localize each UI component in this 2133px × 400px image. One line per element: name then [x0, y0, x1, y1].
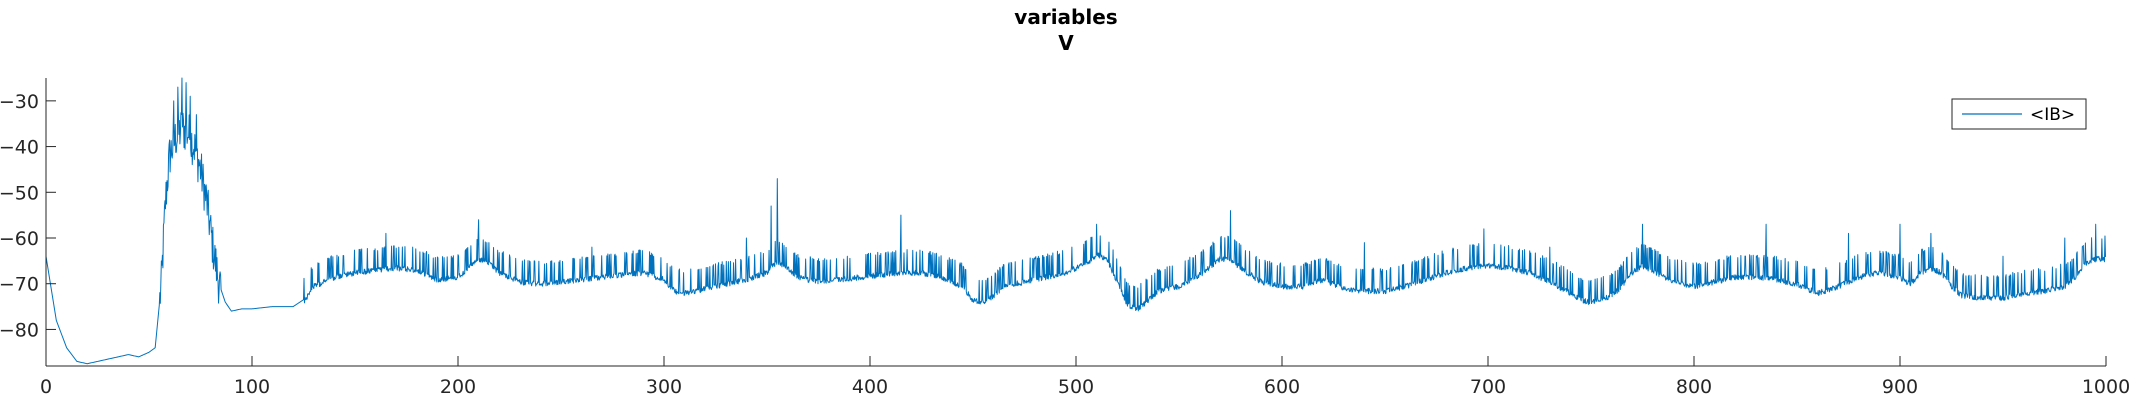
plot-background [46, 78, 2106, 366]
y-tick-label: −70 [0, 274, 39, 296]
y-tick-label: −80 [0, 319, 39, 341]
y-tick-label: −50 [0, 182, 39, 204]
x-tick-label: 0 [40, 376, 52, 398]
series-line [45, 77, 2107, 365]
x-tick-label: 500 [1058, 376, 1094, 398]
legend[interactable]: <IB> [1951, 98, 2087, 130]
x-tick-label: 600 [1264, 376, 1300, 398]
x-tick-label: 200 [440, 376, 476, 398]
x-tick-label: 800 [1676, 376, 1712, 398]
series-layer [45, 77, 2107, 365]
x-tick-label: 700 [1470, 376, 1506, 398]
y-tick-label: −40 [0, 137, 39, 159]
x-tick-label: 1000 [2082, 376, 2130, 398]
legend-entry-label: <IB> [2030, 105, 2075, 125]
y-tick-label: −60 [0, 228, 39, 250]
y-tick-label: −30 [0, 91, 39, 113]
x-tick-label: 400 [852, 376, 888, 398]
x-tick-label: 300 [646, 376, 682, 398]
axes: 0 100 200 300 400 500 600 700 800 900 1000 −80 −70 −6… [0, 78, 2130, 398]
x-tick-label: 900 [1882, 376, 1918, 398]
chart-title: variables [1014, 5, 1117, 29]
chart-subtitle: V [1058, 31, 1074, 55]
x-tick-label: 100 [234, 376, 270, 398]
